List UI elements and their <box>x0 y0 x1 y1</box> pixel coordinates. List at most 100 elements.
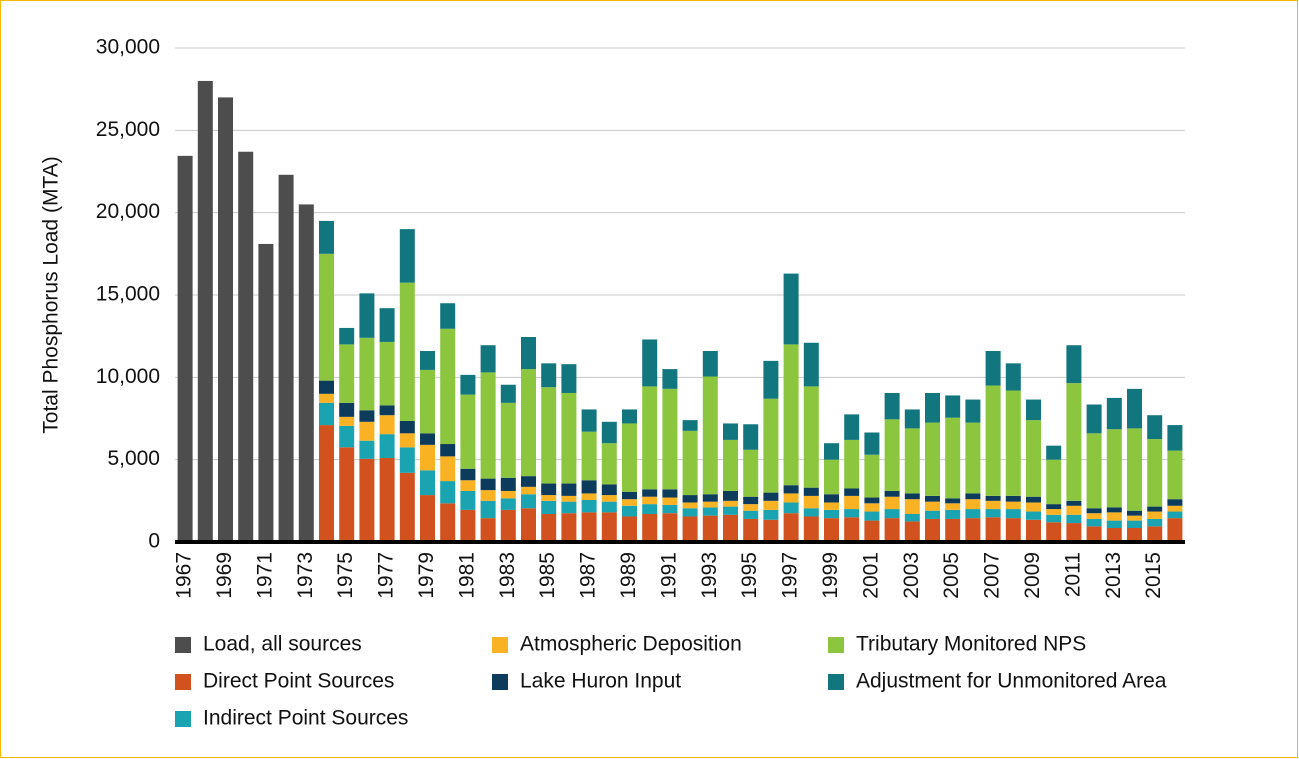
bar-segment <box>844 495 860 510</box>
bar-segment <box>844 488 860 496</box>
y-axis-label: Total Phosphorus Load (MTA) <box>40 156 63 433</box>
bar-segment <box>521 336 536 370</box>
bar-segment <box>743 510 759 519</box>
bar-segment <box>399 447 415 473</box>
bar-segment <box>864 497 880 504</box>
bar-segment <box>258 243 274 542</box>
bar-segment <box>844 509 860 518</box>
bar-segment <box>561 364 577 393</box>
bar-segment <box>682 502 698 509</box>
legend-label: Lake Huron Input <box>520 670 681 693</box>
bar-segment <box>339 344 355 403</box>
y-tick-label: 15,000 <box>96 283 160 306</box>
bar-segment <box>1046 509 1062 515</box>
bar-segment <box>339 402 355 417</box>
bar-segment <box>420 495 435 542</box>
bar-segment <box>581 409 597 432</box>
bar-segment <box>763 500 779 510</box>
bar-segment <box>359 293 375 338</box>
bar-segment <box>500 384 516 403</box>
legend-swatch <box>492 637 508 653</box>
bar-segment <box>460 374 476 395</box>
bar-segment <box>1106 520 1122 529</box>
bar-segment <box>339 425 355 448</box>
bar-segment <box>985 517 1001 542</box>
y-tick-label: 5,000 <box>107 447 160 470</box>
bar-segment <box>723 439 738 491</box>
bar-segment <box>420 470 435 496</box>
y-tick-label: 30,000 <box>96 36 160 59</box>
bar-segment <box>1167 511 1183 519</box>
bar-segment <box>399 433 415 448</box>
bar-segment <box>743 518 759 542</box>
bar-segment <box>622 499 637 506</box>
bar-segment <box>642 496 658 505</box>
bar-segment <box>561 495 577 502</box>
bar-segment <box>319 425 334 542</box>
bar-segment <box>1127 520 1142 529</box>
y-tick-label: 0 <box>148 530 160 553</box>
bar-segment <box>662 489 678 498</box>
bar-segment <box>440 456 456 482</box>
bar-segment <box>1147 415 1163 440</box>
bar-segment <box>1127 388 1142 429</box>
bar-segment <box>723 490 738 501</box>
bar-segment <box>824 494 839 503</box>
bar-segment <box>319 220 334 254</box>
bar-segment <box>480 500 496 519</box>
bar-segment <box>1005 495 1021 502</box>
bar-segment <box>460 468 476 481</box>
legend-label: Adjustment for Unmonitored Area <box>856 670 1167 693</box>
bar-segment <box>1026 502 1041 512</box>
bar-segment <box>177 155 193 542</box>
bar-segment <box>925 501 940 511</box>
bar-segment <box>884 392 900 420</box>
bar-segment <box>561 501 577 514</box>
bar-segment <box>702 350 718 377</box>
x-tick-label: 2007 <box>981 552 1004 599</box>
bar-segment <box>1167 450 1183 500</box>
bar-segment <box>1005 363 1021 391</box>
bar-segment <box>420 350 435 370</box>
x-tick-label: 1997 <box>779 552 802 599</box>
bar-segment <box>581 512 597 542</box>
bar-segment <box>985 500 1001 510</box>
bar-segment <box>1066 345 1082 384</box>
x-tick-label: 1989 <box>617 552 640 599</box>
bar-segment <box>622 409 637 424</box>
bar-segment <box>541 500 557 515</box>
bar-segment <box>1046 459 1062 505</box>
bar-segment <box>1026 519 1041 542</box>
bar-segment <box>1106 429 1122 508</box>
bar-segment <box>541 483 557 496</box>
bar-segment <box>803 516 819 542</box>
bar-segment <box>985 350 1001 386</box>
bar-segment <box>1127 428 1142 511</box>
legend-swatch <box>828 674 844 690</box>
bar-segment <box>965 399 981 423</box>
bar-segment <box>723 514 738 542</box>
bar-segment <box>1046 504 1062 510</box>
bar-segment <box>1147 511 1163 519</box>
bar-segment <box>379 458 395 542</box>
bar-segment <box>359 440 375 459</box>
bar-segment <box>662 504 678 514</box>
bar-segment <box>925 518 940 542</box>
bar-segment <box>319 393 334 403</box>
bar-segment <box>1086 404 1102 434</box>
bar-segment <box>379 415 395 435</box>
x-tick-label: 1979 <box>415 552 438 599</box>
bar-segment <box>884 419 900 491</box>
bar-segment <box>824 443 839 460</box>
bar-segment <box>662 388 678 490</box>
bar-segment <box>803 386 819 488</box>
bar-segment <box>581 431 597 481</box>
x-tick-label: 2009 <box>1021 552 1044 599</box>
x-tick-label: 1991 <box>657 552 680 599</box>
bar-segment <box>904 409 920 429</box>
bar-segment <box>500 477 516 491</box>
bar-segment <box>319 253 334 381</box>
bar-segment <box>1147 518 1163 527</box>
bar-segment <box>1127 528 1142 542</box>
bar-segment <box>622 491 637 500</box>
